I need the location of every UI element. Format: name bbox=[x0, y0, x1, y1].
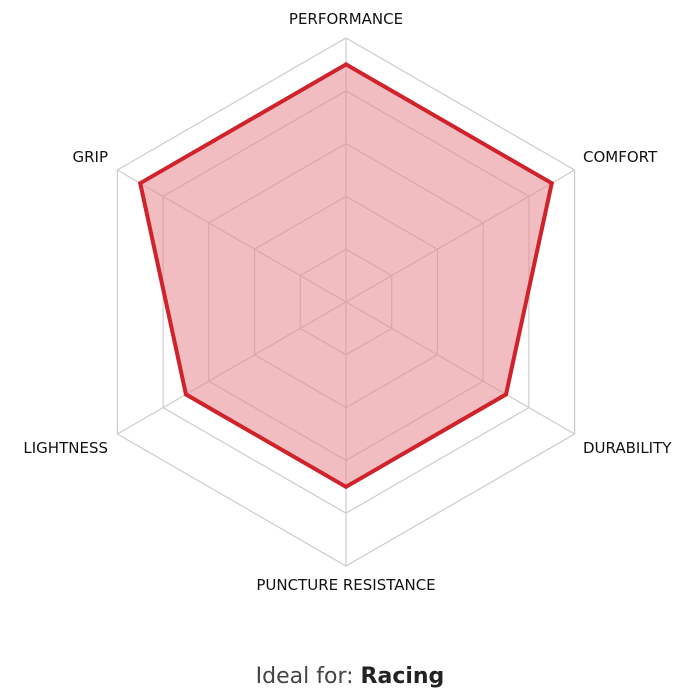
axis-label: PERFORMANCE bbox=[289, 10, 403, 28]
axis-label: DURABILITY bbox=[583, 439, 672, 457]
data-point bbox=[344, 62, 348, 67]
data-point bbox=[549, 181, 554, 186]
series-area bbox=[140, 64, 552, 487]
data-point bbox=[504, 392, 509, 397]
axis-label: PUNCTURE RESISTANCE bbox=[256, 576, 435, 594]
ideal-for-label: Ideal for: bbox=[255, 664, 354, 689]
data-point bbox=[183, 392, 188, 397]
axis-label: COMFORT bbox=[583, 148, 658, 166]
data-point bbox=[138, 181, 143, 186]
axis-label: GRIP bbox=[72, 148, 108, 166]
data-point bbox=[344, 484, 348, 489]
ideal-for-caption: Ideal for: Racing bbox=[0, 664, 700, 689]
axis-label: LIGHTNESS bbox=[23, 439, 108, 457]
ideal-for-value: Racing bbox=[360, 664, 445, 689]
